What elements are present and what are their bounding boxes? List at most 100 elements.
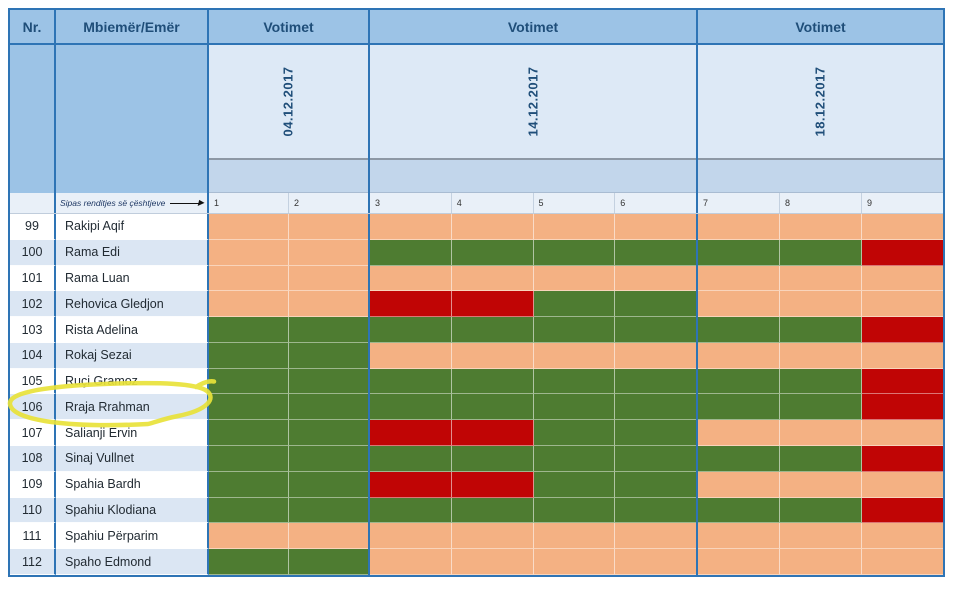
vote-group-2: [368, 291, 696, 318]
vote-cell-col9: [862, 549, 943, 575]
deputy-name-cell: Rama Luan: [56, 265, 209, 292]
vote-cell-col1: [209, 239, 289, 266]
band-1: [209, 160, 368, 193]
nr-column-header: Nr.: [10, 10, 56, 43]
vote-cell-col6: [615, 239, 696, 266]
order-note-cell: Sipas renditjes së çështjeve ▶: [56, 193, 209, 213]
arrow-line: [170, 202, 199, 204]
row-number-cell: 108: [10, 446, 56, 472]
vote-cell-col4: [451, 368, 534, 395]
vote-group-3: [696, 291, 943, 318]
vote-group-3: [696, 446, 943, 472]
vote-cell-col6: [615, 265, 696, 292]
deputy-name-cell: Rama Edi: [56, 239, 209, 266]
vote-group-1: [209, 497, 368, 524]
vote-cell-col1: [209, 523, 289, 550]
table-body: 99 Rakipi Aqif 100 Rama Edi 101 Rama Lua…: [10, 214, 943, 575]
vote-cell-col7: [698, 265, 780, 292]
vote-cell-col1: [209, 214, 289, 240]
table-row: 103 Rista Adelina: [10, 317, 943, 343]
vote-cell-col9: [862, 394, 943, 421]
table-row: 108 Sinaj Vullnet: [10, 446, 943, 472]
vote-cell-col7: [698, 368, 780, 395]
deputy-name-cell: Spahia Bardh: [56, 471, 209, 498]
date-group-2: 14.12.2017: [368, 45, 696, 193]
vote-cell-col5: [533, 394, 616, 421]
vote-cell-col4: [451, 342, 534, 369]
date-group-1: 04.12.2017: [209, 45, 368, 193]
vote-cell-col7: [698, 291, 780, 318]
vote-cell-col8: [780, 523, 862, 550]
vote-group-1: [209, 523, 368, 550]
vote-cell-col3: [370, 394, 452, 421]
order-note: Sipas renditjes së çështjeve: [60, 198, 166, 208]
vote-cell-col2: [289, 214, 368, 240]
table-header-row: Nr. Mbiemër/Emër Votimet Votimet Votimet: [10, 10, 943, 45]
vote-cell-col7: [698, 471, 780, 498]
vote-cell-col3: [370, 446, 452, 472]
vote-cell-col6: [615, 291, 696, 318]
date-label-3: 18.12.2017: [812, 66, 828, 137]
vote-cell-col3: [370, 497, 452, 524]
vote-group-2: [368, 342, 696, 369]
vote-cell-col5: [533, 420, 616, 447]
number-group-1: 1 2: [209, 193, 368, 213]
vote-group-3: [696, 420, 943, 447]
vote-group-3: [696, 394, 943, 421]
column-number-8: 8: [780, 193, 862, 213]
deputy-name-cell: Spahiu Klodiana: [56, 497, 209, 524]
vote-cell-col1: [209, 291, 289, 318]
vote-cell-col3: [370, 317, 452, 343]
vote-group-2: [368, 446, 696, 472]
vote-cell-col2: [289, 368, 368, 395]
vote-cell-col9: [862, 497, 943, 524]
vote-cell-col3: [370, 342, 452, 369]
vote-group-1: [209, 471, 368, 498]
vote-cell-col7: [698, 523, 780, 550]
vote-cell-col6: [615, 497, 696, 524]
deputy-name-cell: Spaho Edmond: [56, 549, 209, 575]
vote-cell-col5: [533, 368, 616, 395]
table-row: 106 Rraja Rrahman: [10, 394, 943, 421]
vote-cell-col6: [615, 368, 696, 395]
vote-group-2: [368, 265, 696, 292]
vote-cell-col3: [370, 549, 452, 575]
vote-cell-col9: [862, 420, 943, 447]
votimet-group-header-2: Votimet: [368, 10, 696, 43]
vote-cell-col6: [615, 446, 696, 472]
row-number-cell: 102: [10, 291, 56, 318]
row-number-cell: 105: [10, 368, 56, 395]
vote-cell-col5: [533, 265, 616, 292]
vote-cell-col2: [289, 317, 368, 343]
table-row: 105 Ruçi Gramoz: [10, 368, 943, 395]
vote-cell-col8: [780, 239, 862, 266]
vote-group-3: [696, 239, 943, 266]
vote-cell-col5: [533, 214, 616, 240]
vote-group-2: [368, 317, 696, 343]
vote-cell-col9: [862, 446, 943, 472]
vote-group-1: [209, 239, 368, 266]
vote-cell-col1: [209, 342, 289, 369]
vote-cell-col2: [289, 265, 368, 292]
issue-number-row: Sipas renditjes së çështjeve ▶ 1 2 3 4 5…: [10, 193, 943, 214]
vote-cell-col9: [862, 291, 943, 318]
vote-cell-col9: [862, 471, 943, 498]
vote-cell-col2: [289, 342, 368, 369]
vote-cell-col6: [615, 394, 696, 421]
row-number-cell: 110: [10, 497, 56, 524]
merged-name-cell: [56, 45, 209, 193]
table-row: 100 Rama Edi: [10, 239, 943, 266]
vote-cell-col8: [780, 368, 862, 395]
column-number-5: 5: [534, 193, 616, 213]
band-3: [698, 160, 943, 193]
vote-group-2: [368, 471, 696, 498]
vote-group-3: [696, 342, 943, 369]
vote-group-2: [368, 420, 696, 447]
date-label-1: 04.12.2017: [280, 66, 296, 137]
vote-cell-col7: [698, 342, 780, 369]
vote-cell-col9: [862, 317, 943, 343]
vote-group-1: [209, 342, 368, 369]
vote-group-1: [209, 368, 368, 395]
column-number-2: 2: [294, 198, 300, 208]
vote-cell-col5: [533, 471, 616, 498]
